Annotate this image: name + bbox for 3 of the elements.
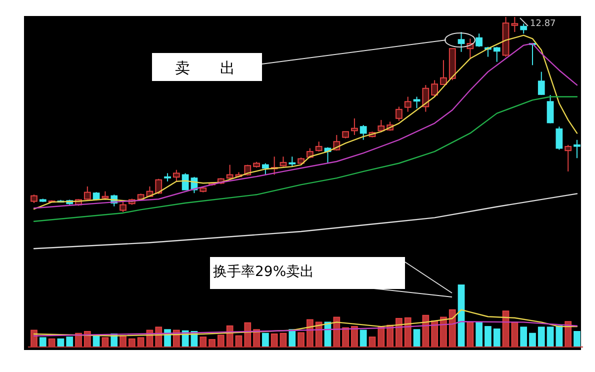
annotation: 12.87 bbox=[530, 19, 556, 29]
annotation: 卖 出 bbox=[175, 59, 235, 77]
text: 换手率29%卖出 bbox=[213, 264, 314, 280]
